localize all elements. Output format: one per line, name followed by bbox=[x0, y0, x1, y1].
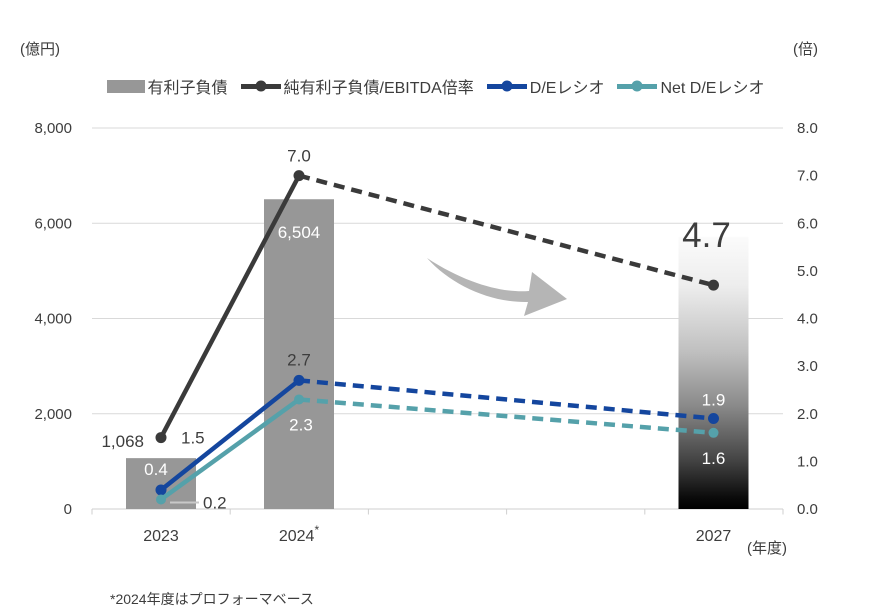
line-solid-1 bbox=[159, 378, 301, 492]
left-axis-unit-label: (億円) bbox=[20, 41, 60, 58]
legend-label-net-de-ratio: Net D/Eレシオ bbox=[660, 80, 765, 97]
line-dashed-0 bbox=[298, 173, 715, 288]
bar-swatch-icon bbox=[106, 79, 145, 93]
bar-value-label: 1,068 bbox=[101, 432, 144, 451]
value-label: 1.6 bbox=[702, 449, 726, 468]
right-axis-tick: 6.0 bbox=[797, 215, 818, 232]
left-axis-tick: 6,000 bbox=[34, 215, 72, 232]
line-dashed-1 bbox=[298, 378, 714, 421]
value-label: 7.0 bbox=[287, 147, 311, 166]
legend-item-net-de-ratio: Net D/Eレシオ bbox=[617, 74, 764, 98]
legend: 有利子負債 純有利子負債/EBITDA倍率 D/Eレシオ Net D/Eレシオ bbox=[0, 74, 871, 98]
footnote: *2024年度はプロフォーマベース bbox=[110, 591, 314, 607]
right-axis-tick: 7.0 bbox=[797, 168, 818, 185]
right-axis-tick: 0.0 bbox=[797, 501, 818, 518]
left-axis-tick: 2,000 bbox=[34, 406, 72, 423]
left-axis-tick: 8,000 bbox=[34, 120, 72, 137]
legend-item-ebitda-ratio: 純有利子負債/EBITDA倍率 bbox=[240, 74, 474, 98]
trend-arrow-icon bbox=[427, 258, 567, 316]
point-1-0 bbox=[155, 484, 167, 496]
right-axis-tick: 8.0 bbox=[797, 120, 818, 137]
left-axis-tick: 0 bbox=[64, 501, 72, 518]
value-label: 1.5 bbox=[181, 429, 205, 448]
point-2-2 bbox=[708, 427, 719, 438]
line-dashed-2 bbox=[298, 397, 714, 436]
point-marker-icon bbox=[501, 80, 513, 92]
point-2-1 bbox=[294, 394, 304, 405]
x-axis-category-label: 2027 bbox=[696, 528, 732, 545]
point-0-0 bbox=[155, 432, 167, 444]
left-axis-tick: 4,000 bbox=[34, 311, 72, 328]
point-1-2 bbox=[708, 413, 719, 425]
point-marker-icon bbox=[255, 80, 267, 92]
line-marker-icon bbox=[617, 80, 658, 92]
legend-item-debt: 有利子負債 bbox=[106, 74, 228, 98]
right-axis-tick: 4.0 bbox=[797, 311, 818, 328]
point-2-0 bbox=[156, 494, 166, 505]
line-solid-2 bbox=[159, 397, 301, 502]
bar-value-label: 6,504 bbox=[278, 223, 321, 242]
right-axis-tick: 5.0 bbox=[797, 263, 818, 280]
value-label: 4.7 bbox=[682, 216, 731, 255]
x-axis-category-label: 2024* bbox=[279, 523, 320, 545]
legend-item-de-ratio: D/Eレシオ bbox=[486, 74, 605, 98]
x-axis-category-label: 2023 bbox=[143, 528, 179, 545]
value-label: 1.9 bbox=[702, 391, 726, 410]
line-solid-0 bbox=[159, 174, 301, 439]
point-1-1 bbox=[293, 374, 305, 386]
point-marker-icon bbox=[631, 80, 643, 92]
x-axis-unit-label: (年度) bbox=[747, 540, 787, 557]
legend-label-debt: 有利子負債 bbox=[147, 80, 228, 97]
right-axis-tick: 2.0 bbox=[797, 406, 818, 423]
right-axis-tick: 3.0 bbox=[797, 358, 818, 375]
right-axis-unit-label: (倍) bbox=[793, 41, 818, 58]
value-label: 0.2 bbox=[203, 493, 227, 512]
line-marker-icon bbox=[240, 80, 281, 92]
legend-label-de-ratio: D/Eレシオ bbox=[529, 80, 605, 97]
line-marker-icon bbox=[486, 80, 527, 92]
value-label: 2.7 bbox=[287, 350, 311, 369]
value-label: 2.3 bbox=[289, 415, 313, 434]
bar-2024 bbox=[264, 199, 334, 509]
legend-label-ebitda-ratio: 純有利子負債/EBITDA倍率 bbox=[283, 80, 474, 97]
right-axis-tick: 1.0 bbox=[797, 453, 818, 470]
value-label: 0.4 bbox=[144, 460, 168, 479]
point-0-1 bbox=[293, 170, 305, 182]
point-0-2 bbox=[708, 279, 719, 291]
